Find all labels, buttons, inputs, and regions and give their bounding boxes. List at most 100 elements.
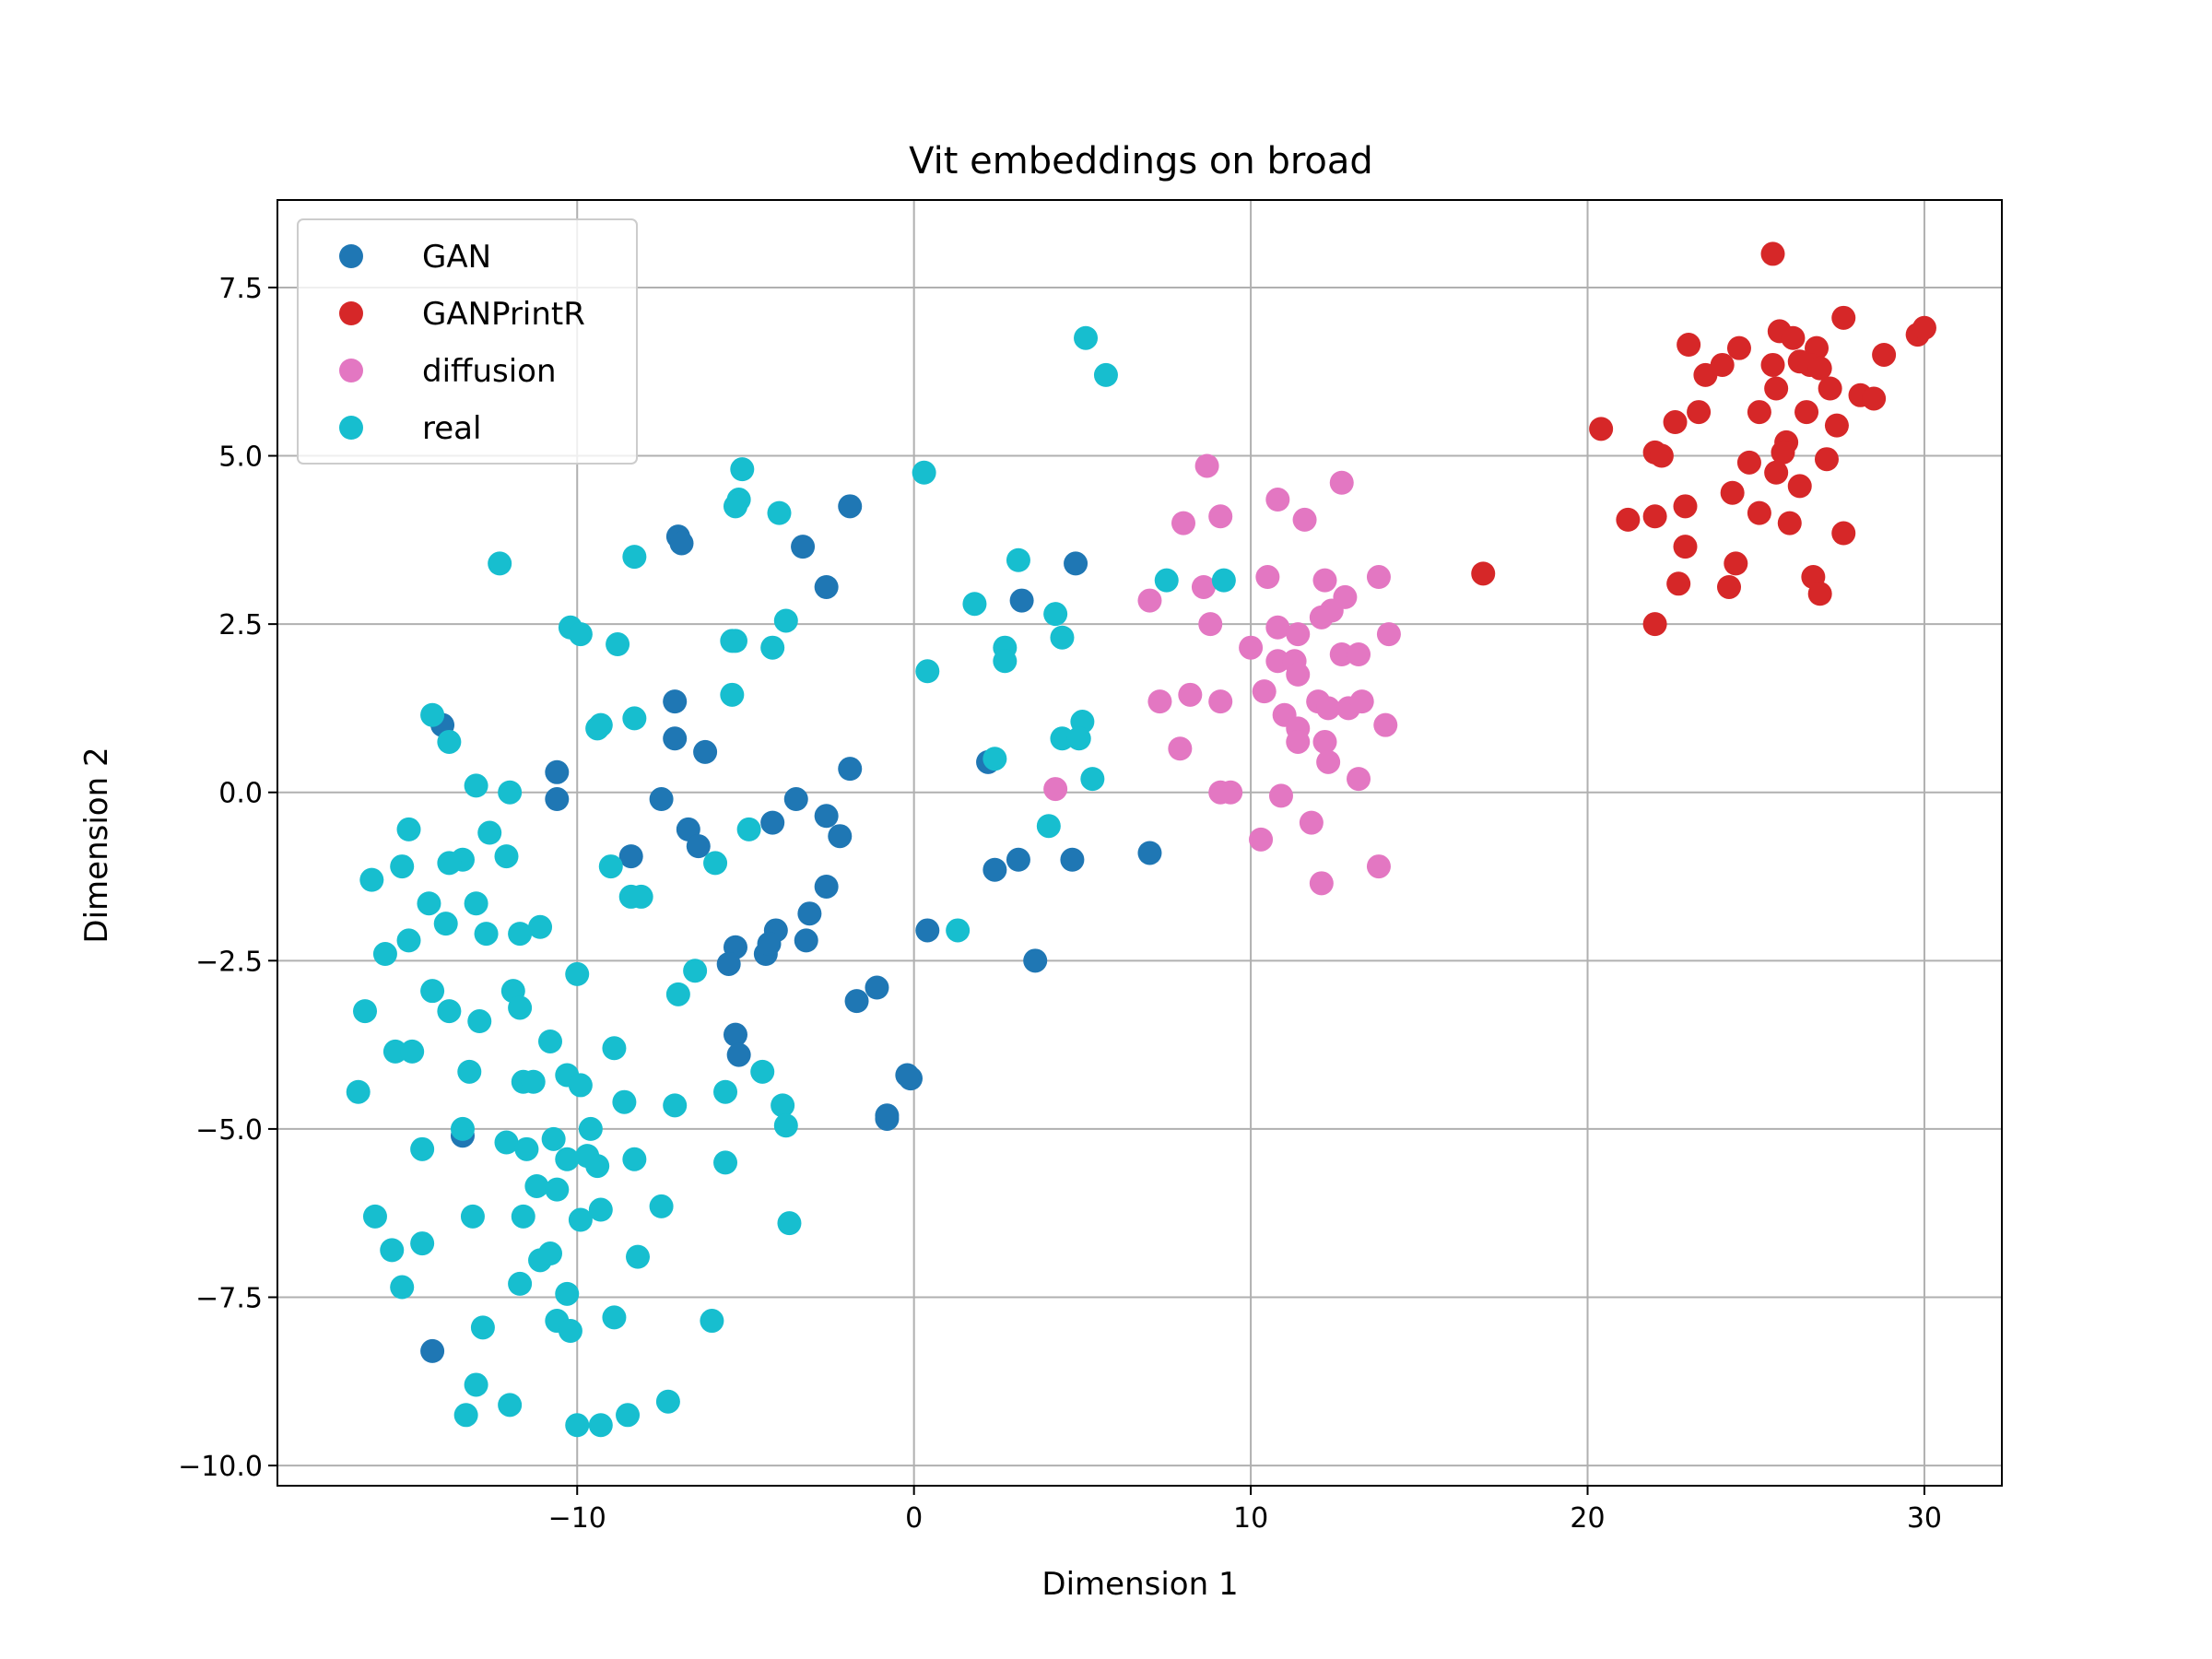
gan-point	[757, 932, 782, 957]
real-point	[514, 1136, 539, 1161]
ganprintr-point	[1471, 561, 1496, 586]
gan-point	[797, 901, 822, 926]
chart-title: Vit embeddings on broad	[909, 140, 1373, 182]
real-point	[1080, 767, 1105, 792]
legend-label-gan: GAN	[422, 239, 491, 276]
real-point	[629, 884, 653, 909]
x-tick-label: 30	[1907, 1502, 1942, 1535]
real-point	[720, 682, 745, 707]
diffusion-point	[1366, 854, 1391, 879]
ganprintr-point	[1787, 474, 1812, 499]
legend-marker-diffusion	[339, 359, 363, 382]
real-point	[537, 1241, 562, 1266]
real-point	[508, 922, 533, 947]
diffusion-point	[1178, 682, 1203, 707]
ganprintr-point	[1589, 417, 1614, 441]
real-point	[912, 460, 936, 485]
real-point	[545, 1177, 570, 1202]
y-tick-label: 0.0	[218, 778, 263, 810]
diffusion-point	[1292, 507, 1317, 532]
real-point	[568, 1073, 593, 1098]
ganprintr-point	[1642, 612, 1667, 637]
ganprintr-point	[1687, 400, 1712, 425]
diffusion-point	[1376, 622, 1401, 647]
y-tick-label: −2.5	[195, 946, 263, 978]
diffusion-point	[1137, 588, 1162, 613]
real-point	[457, 1059, 482, 1084]
real-point	[773, 608, 798, 633]
real-point	[498, 1393, 523, 1418]
real-point	[1006, 547, 1030, 572]
real-point	[915, 659, 940, 684]
real-point	[982, 747, 1007, 771]
real-point	[420, 702, 445, 727]
real-point	[508, 995, 533, 1020]
ganprintr-point	[1666, 571, 1691, 596]
gan-point	[794, 928, 818, 953]
legend-marker-gan	[339, 244, 363, 268]
gan-point	[814, 574, 839, 599]
real-point	[437, 729, 462, 754]
gan-point	[663, 726, 688, 751]
gan-point	[1064, 551, 1088, 576]
real-point	[612, 1089, 637, 1114]
real-point	[565, 1413, 590, 1438]
legend-items: GAN GANPrintR diffusion real	[339, 239, 585, 447]
real-point	[450, 1116, 475, 1141]
real-point	[565, 961, 590, 986]
real-point	[372, 942, 397, 967]
real-point	[453, 1403, 478, 1428]
real-point	[390, 854, 415, 879]
diffusion-point	[1286, 662, 1311, 687]
real-point	[460, 1204, 485, 1229]
diffusion-point	[1239, 635, 1264, 660]
diffusion-point	[1316, 749, 1341, 774]
real-point	[622, 545, 647, 570]
real-point	[1066, 726, 1091, 751]
real-point	[464, 773, 488, 798]
real-point	[437, 999, 462, 1024]
real-point	[962, 592, 987, 617]
real-point	[602, 1305, 627, 1330]
real-point	[626, 1244, 651, 1269]
legend-marker-ganprintr	[339, 301, 363, 325]
diffusion-point	[1347, 641, 1371, 666]
real-point	[777, 1211, 802, 1236]
real-point	[1050, 625, 1075, 650]
ganprintr-point	[1760, 241, 1785, 266]
diffusion-point	[1249, 827, 1274, 852]
real-point	[700, 1309, 724, 1334]
ganprintr-point	[1649, 443, 1674, 468]
real-point	[760, 635, 785, 660]
ganprintr-point	[1781, 325, 1806, 350]
ganprintr-point	[1717, 574, 1742, 599]
real-point	[1074, 325, 1099, 350]
diffusion-point	[1265, 649, 1290, 674]
diffusion-point	[1373, 712, 1398, 737]
diffusion-point	[1312, 729, 1337, 754]
ganprintr-point	[1642, 504, 1667, 529]
real-point	[703, 851, 728, 876]
gan-point	[669, 531, 694, 556]
diffusion-point	[1286, 622, 1311, 647]
ganprintr-point	[1764, 376, 1789, 401]
gan-point	[716, 951, 741, 976]
real-point	[1211, 568, 1236, 593]
real-point	[598, 854, 623, 879]
diffusion-point	[1147, 689, 1172, 714]
gan-point	[865, 975, 889, 1000]
diffusion-point	[1329, 641, 1354, 666]
ganprintr-point	[1616, 507, 1641, 532]
gan-point	[420, 1338, 445, 1363]
gan-point	[1006, 847, 1030, 872]
diffusion-point	[1312, 568, 1337, 593]
y-tick-label: −10.0	[178, 1451, 263, 1483]
real-point	[390, 1275, 415, 1300]
real-point	[723, 494, 747, 519]
x-tick-label: −10	[548, 1502, 606, 1535]
real-point	[767, 500, 792, 525]
real-point	[541, 1126, 566, 1151]
data-points	[346, 241, 1936, 1438]
real-point	[713, 1079, 738, 1104]
real-point	[494, 1130, 519, 1155]
